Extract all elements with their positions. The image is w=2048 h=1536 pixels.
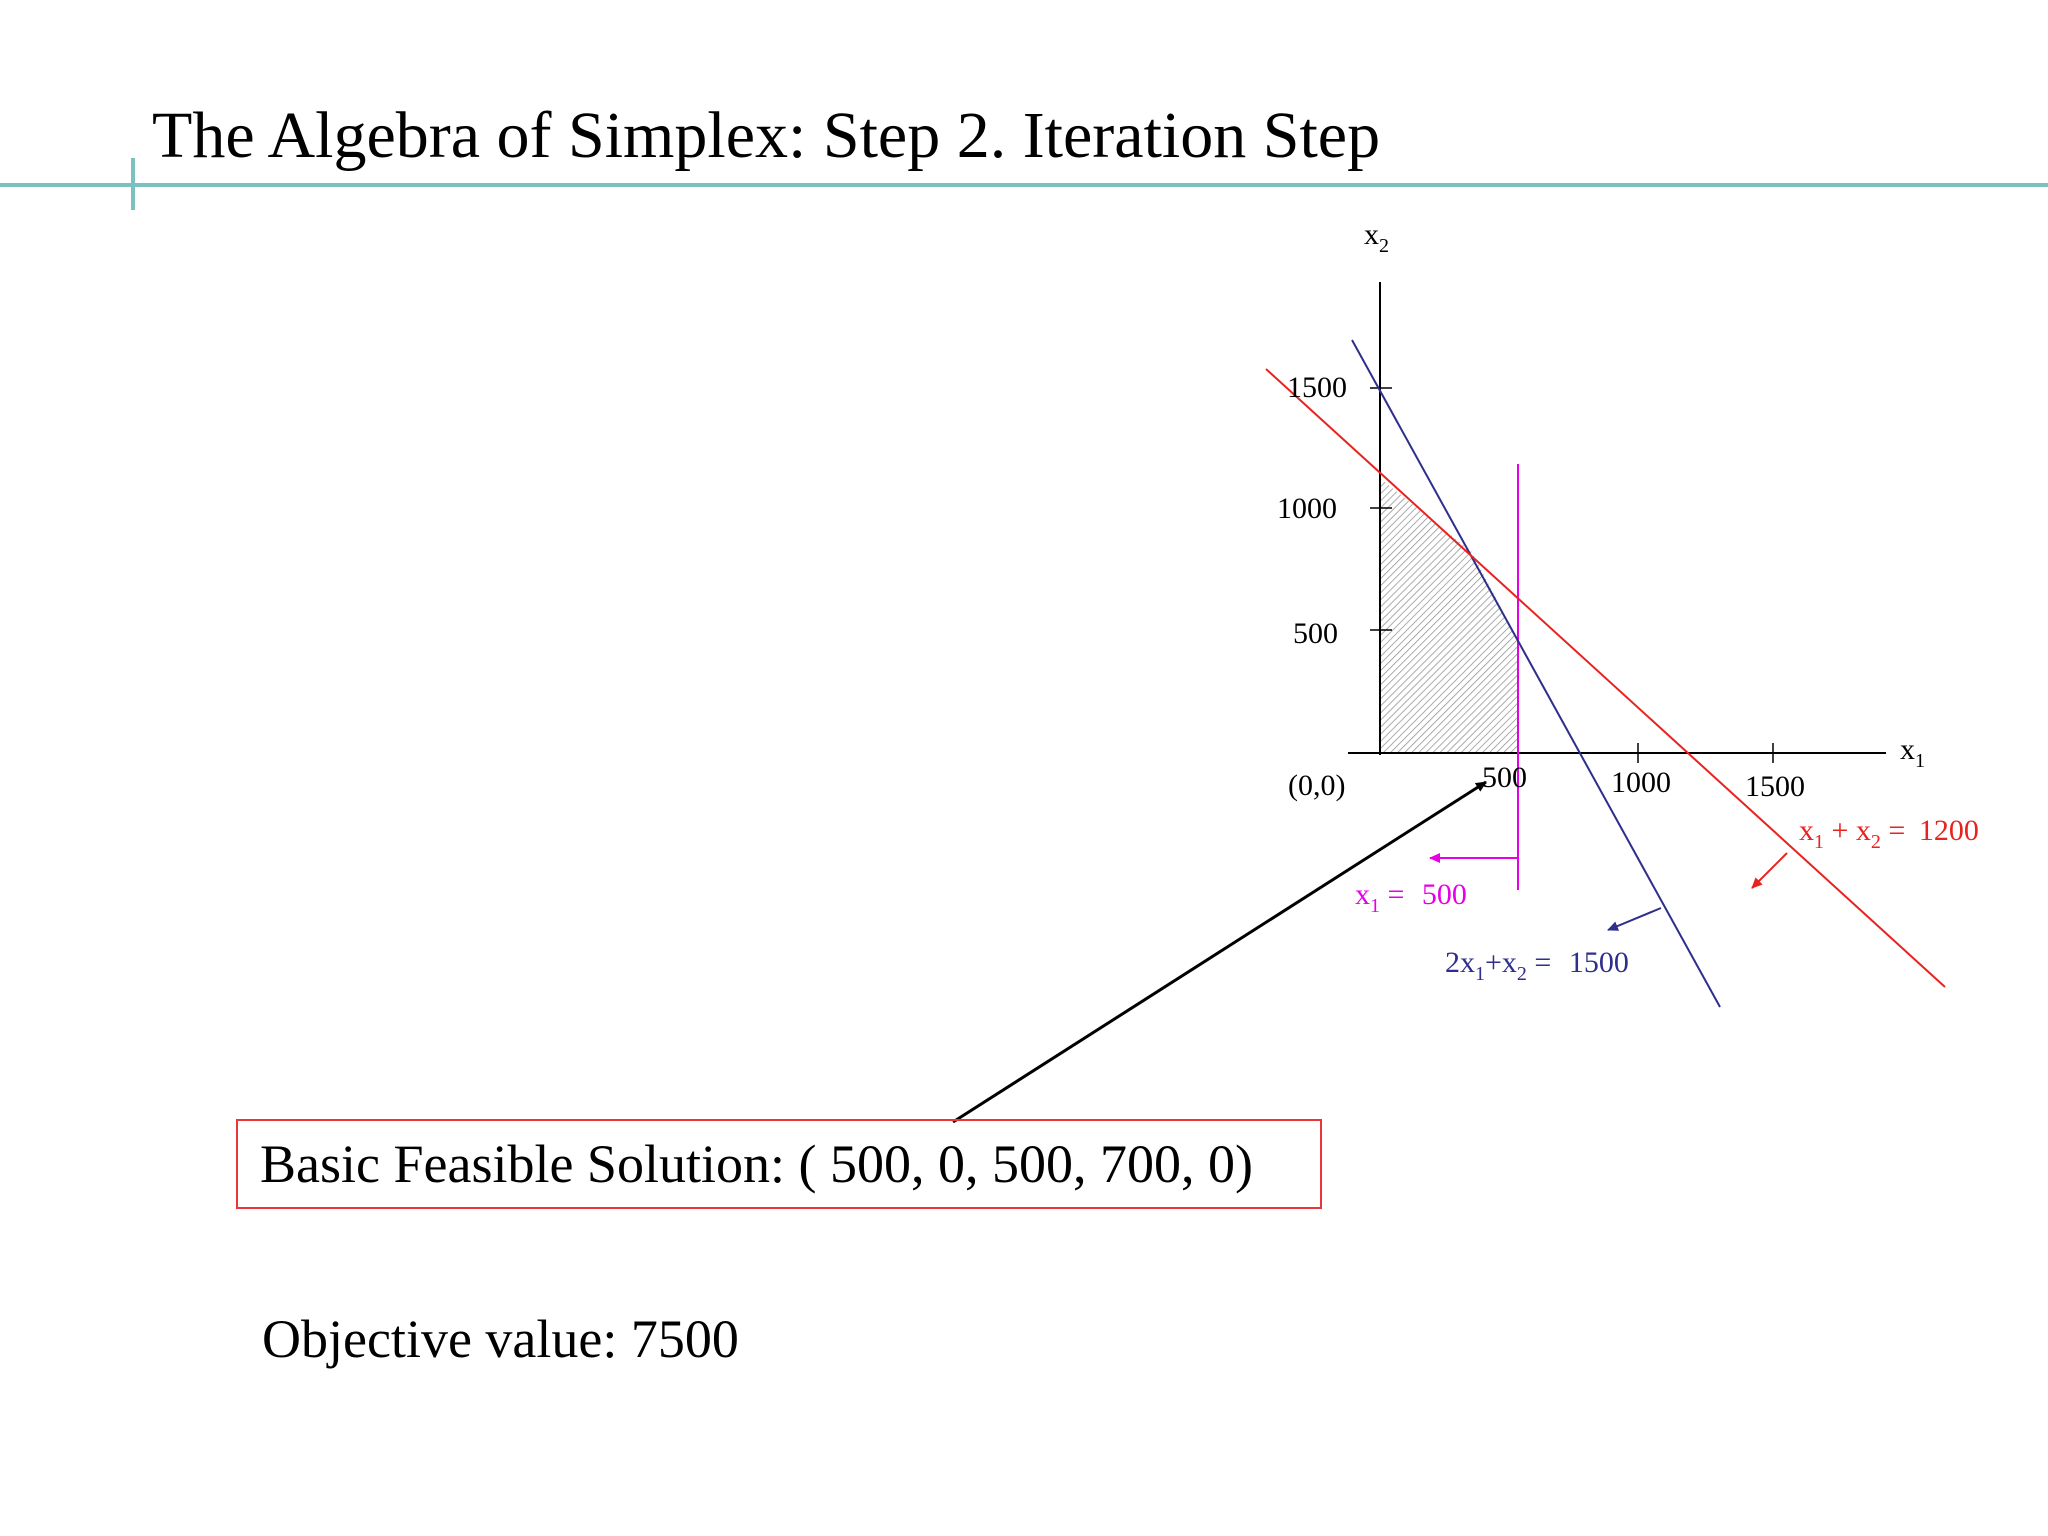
x-tick-label-500: 500 xyxy=(1482,761,1527,794)
y-tick-label-1500: 1500 xyxy=(1287,371,1347,404)
blue-direction-arrow xyxy=(1607,907,1662,931)
x-tick-label-1000: 1000 xyxy=(1611,766,1671,799)
title-underline xyxy=(0,183,2048,187)
red-direction-arrow xyxy=(1751,852,1788,889)
constraint-label-2x1-x2-eq-1500: 2x1+x2 = 1500 xyxy=(1445,946,1629,985)
origin-label: (0,0) xyxy=(1288,769,1345,802)
x-tick-label-1500: 1500 xyxy=(1745,770,1805,803)
constraint-line-2x1-x2-eq-1500 xyxy=(1351,339,1721,1008)
pointer-arrow-to-vertex xyxy=(952,780,1487,1124)
constraint-label-x1-x2-eq-1200: x1 + x2 = 1200 xyxy=(1799,814,1979,853)
basic-feasible-solution-box: Basic Feasible Solution: ( 500, 0, 500, … xyxy=(236,1119,1322,1209)
y-tick-label-1000: 1000 xyxy=(1277,492,1337,525)
y-tick-label-500: 500 xyxy=(1293,617,1338,650)
slide-title: The Algebra of Simplex: Step 2. Iteratio… xyxy=(152,99,1381,172)
feasible-region xyxy=(1380,478,1518,753)
title-tick-mark xyxy=(131,158,135,210)
x2-axis-label: x2 xyxy=(1364,218,1389,257)
x1-axis-label: x1 xyxy=(1900,733,1925,772)
constraint-label-x1-eq-500: x1 = 500 xyxy=(1355,878,1467,917)
basic-feasible-solution-text: Basic Feasible Solution: ( 500, 0, 500, … xyxy=(260,1134,1253,1194)
constraint-line-x1-x2-eq-1200 xyxy=(1265,368,1946,988)
objective-value-text: Objective value: 7500 xyxy=(262,1309,739,1369)
